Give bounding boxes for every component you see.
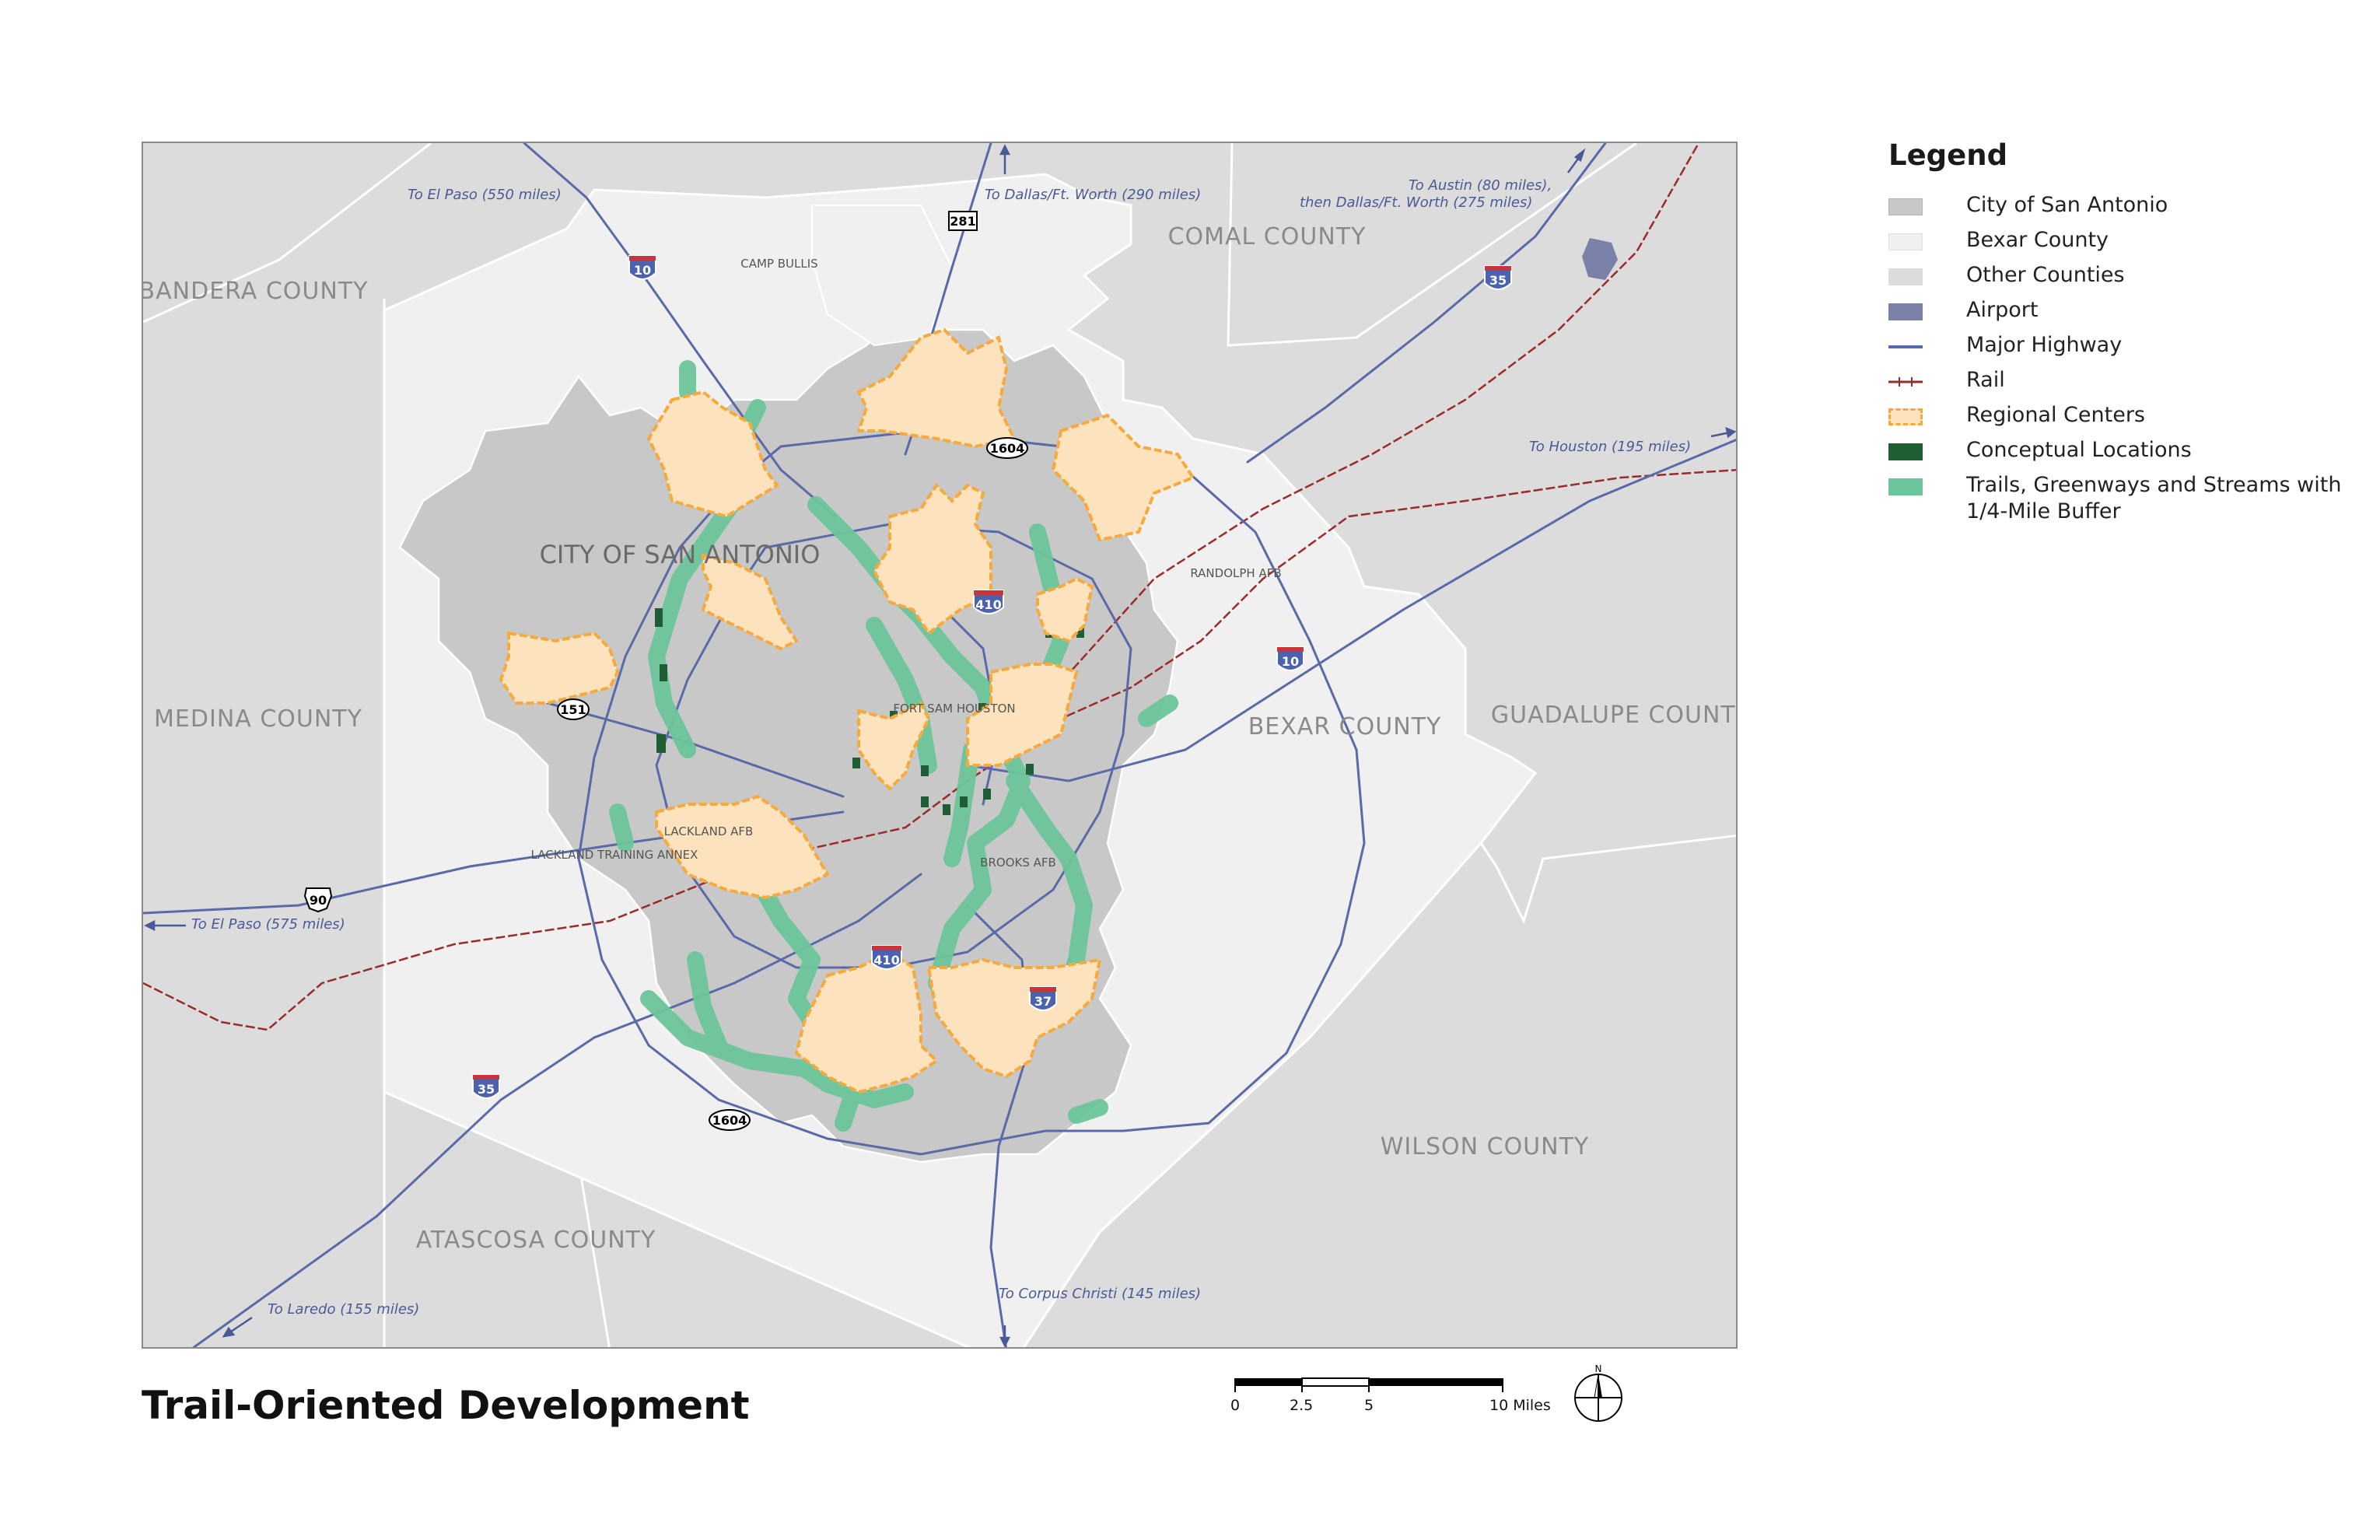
dest-el-paso-550: To El Paso (550 miles) <box>408 187 562 203</box>
place-lackland-afb: LACKLAND AFB <box>664 824 754 838</box>
dest-houston: To Houston (195 miles) <box>1529 439 1691 455</box>
route-shields: 281 1604 151 90 1604 <box>303 211 1028 1131</box>
svg-text:10: 10 <box>1282 654 1299 669</box>
county-label-atascosa: ATASCOSA COUNTY <box>416 1227 656 1254</box>
county-label-wilson: WILSON COUNTY <box>1381 1133 1589 1160</box>
direction-arrows <box>144 144 1736 1347</box>
regional-centers-swatch <box>1888 408 1923 425</box>
route-1604-north-shield: 1604 <box>986 437 1028 459</box>
other-counties-swatch <box>1888 268 1923 285</box>
legend-item-trails: Trails, Greenways and Streams with 1/4-M… <box>1888 472 2371 533</box>
interstate-10-east-shield: 10 <box>1276 646 1304 671</box>
svg-text:37: 37 <box>1034 994 1052 1009</box>
county-label-bandera: BANDERA COUNTY <box>143 278 368 305</box>
north-arrow-icon: N <box>1571 1363 1626 1425</box>
rail-line-icon <box>1888 377 1923 387</box>
legend-item-other-counties: Other Counties <box>1888 262 2371 297</box>
dest-el-paso-575: To El Paso (575 miles) <box>191 916 345 933</box>
legend-item-conceptual: Conceptual Locations <box>1888 437 2371 472</box>
interstate-35-south-shield: 35 <box>472 1074 500 1099</box>
legend-label: Regional Centers <box>1966 403 2146 427</box>
map-title: Trail-Oriented Development <box>142 1383 750 1428</box>
legend-item-regional-centers: Regional Centers <box>1888 402 2371 437</box>
scale-bar: 0 2.5 5 10 Miles <box>1221 1369 1657 1423</box>
legend-label: Conceptual Locations <box>1966 438 2192 462</box>
interstate-37-shield: 37 <box>1029 986 1057 1011</box>
major-highways <box>143 143 1736 1347</box>
county-label-comal: COMAL COUNTY <box>1168 223 1367 250</box>
county-label-guadalupe: GUADALUPE COUNTY <box>1491 702 1738 729</box>
highway-line-icon <box>1888 345 1923 348</box>
svg-text:410: 410 <box>975 597 1001 612</box>
county-label-bexar: BEXAR COUNTY <box>1248 713 1442 740</box>
legend-title: Legend <box>1888 138 2008 172</box>
svg-text:281: 281 <box>950 214 975 229</box>
dest-dallas-290: To Dallas/Ft. Worth (290 miles) <box>985 187 1201 203</box>
route-1604-south-shield: 1604 <box>709 1109 751 1131</box>
dest-dallas-275: then Dallas/Ft. Worth (275 miles) <box>1300 194 1532 211</box>
dest-austin: To Austin (80 miles), <box>1409 177 1552 194</box>
airport-shape <box>1582 238 1618 280</box>
dest-laredo: To Laredo (155 miles) <box>268 1301 419 1318</box>
place-fort-sam-houston: FORT SAM HOUSTON <box>893 702 1015 716</box>
svg-text:1604: 1604 <box>990 441 1025 456</box>
legend-label: City of San Antonio <box>1966 193 2168 217</box>
legend-item-bexar: Bexar County <box>1888 227 2371 262</box>
interstate-shields: 10 35 410 10 410 37 35 <box>472 255 1512 1099</box>
legend-item-city: City of San Antonio <box>1888 192 2371 227</box>
legend-label: Other Counties <box>1966 263 2125 287</box>
interstate-410-shield: 410 <box>973 590 1004 614</box>
place-randolph-afb: RANDOLPH AFB <box>1190 566 1281 580</box>
conceptual-swatch <box>1888 443 1923 460</box>
svg-text:35: 35 <box>478 1082 495 1097</box>
svg-text:35: 35 <box>1489 273 1507 288</box>
legend: Legend City of San Antonio Bexar County … <box>1888 138 2371 533</box>
scale-tick-2-5: 2.5 <box>1290 1397 1314 1414</box>
county-label-medina: MEDINA COUNTY <box>154 705 362 733</box>
camp-bullis-area <box>811 205 954 347</box>
place-lackland-training-annex: LACKLAND TRAINING ANNEX <box>531 848 698 862</box>
scale-tick-10: 10 Miles <box>1489 1397 1551 1414</box>
legend-item-highway: Major Highway <box>1888 332 2371 367</box>
legend-item-airport: Airport <box>1888 297 2371 332</box>
place-camp-bullis: CAMP BULLIS <box>740 257 817 271</box>
legend-label: Rail <box>1966 368 2005 392</box>
legend-label: Bexar County <box>1966 228 2109 252</box>
route-151-shield: 151 <box>557 698 590 720</box>
svg-text:10: 10 <box>634 263 651 278</box>
interstate-410-south-shield: 410 <box>871 945 902 970</box>
trails-swatch <box>1888 478 1923 495</box>
bexar-swatch <box>1888 233 1923 250</box>
dest-corpus-christi: To Corpus Christi (145 miles) <box>999 1286 1201 1302</box>
legend-label: Trails, Greenways and Streams with 1/4-M… <box>1966 473 2342 523</box>
legend-label: Airport <box>1966 298 2039 322</box>
legend-item-rail: Rail <box>1888 367 2371 402</box>
svg-text:151: 151 <box>560 702 586 717</box>
svg-text:90: 90 <box>310 893 327 908</box>
legend-label: Major Highway <box>1966 333 2123 357</box>
route-90-shield: 90 <box>303 887 333 913</box>
map-canvas: BANDERA COUNTY COMAL COUNTY MEDINA COUNT… <box>143 143 1738 1347</box>
svg-text:1604: 1604 <box>712 1113 747 1128</box>
airport-swatch <box>1888 303 1923 320</box>
svg-text:410: 410 <box>873 953 899 968</box>
place-brooks-afb: BROOKS AFB <box>980 856 1056 870</box>
city-label: CITY OF SAN ANTONIO <box>540 540 821 569</box>
route-281-shield: 281 <box>948 211 978 231</box>
interstate-10-shield: 10 <box>628 255 656 280</box>
scale-tick-5: 5 <box>1364 1397 1374 1414</box>
svg-text:N: N <box>1595 1363 1602 1374</box>
map-frame: BANDERA COUNTY COMAL COUNTY MEDINA COUNT… <box>142 142 1738 1349</box>
scale-tick-0: 0 <box>1230 1397 1241 1414</box>
interstate-35-shield: 35 <box>1484 265 1512 290</box>
city-swatch <box>1888 198 1923 215</box>
